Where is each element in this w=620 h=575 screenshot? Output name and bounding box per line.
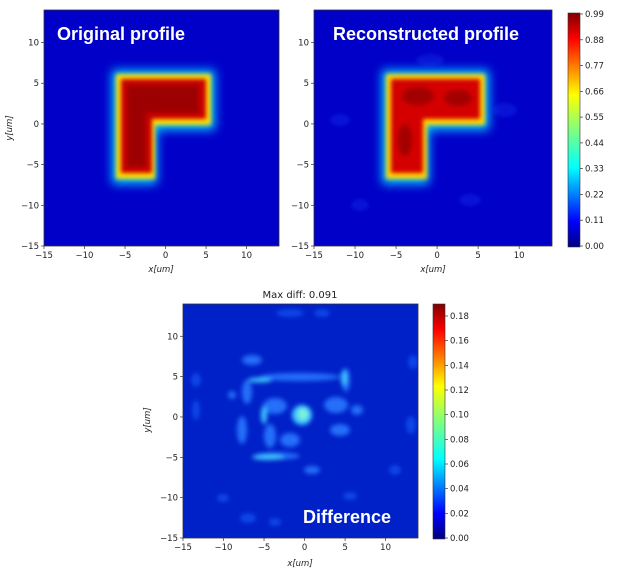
reconstructed-xlabel: x[um] — [419, 265, 445, 275]
difference-ytick-label: −10 — [160, 494, 178, 504]
original-title: Original profile — [57, 24, 185, 44]
bottom-colorbar-tick-label: 0.08 — [450, 435, 469, 445]
reconstructed-profile-panel: Reconstructed profile x[um] −15 −10 −5 0 5 10… — [291, 9, 553, 275]
top-colorbar-tick-label: 0.00 — [585, 242, 604, 252]
reconstructed-title: Reconstructed profile — [333, 24, 519, 44]
bottom-colorbar-tick-label: 0.04 — [450, 485, 469, 495]
bottom-colorbar: 0.18 0.16 0.14 0.12 0.10 0.08 0.06 0.04 0.02 0.00 — [432, 303, 469, 544]
difference-ticks: −15 −10 −5 0 5 10 −15 −10 −5 0 5 10 — [160, 332, 391, 553]
difference-xtick-label: 5 — [342, 543, 347, 553]
top-colorbar-tick-label: 0.11 — [585, 216, 604, 226]
difference-heatmap — [183, 304, 418, 538]
reconstructed-ytick-label: −15 — [291, 242, 309, 252]
bottom-colorbar-ticks: 0.18 0.16 0.14 0.12 0.10 0.08 0.06 0.04 0.02 0.00 — [445, 312, 469, 544]
reconstructed-core-dark — [398, 87, 472, 156]
bottom-colorbar-tick-label: 0.18 — [450, 312, 469, 322]
reconstructed-ytick-label: 5 — [304, 79, 309, 89]
difference-xtick-label: 10 — [380, 543, 391, 553]
difference-xtick-label: 0 — [302, 543, 307, 553]
difference-xtick-label: −15 — [174, 543, 192, 553]
difference-ytick-label: 10 — [167, 332, 178, 342]
reconstructed-xtick-label: 5 — [475, 251, 480, 261]
reconstructed-ytick-label: 0 — [304, 120, 309, 130]
difference-xlabel: x[um] — [286, 559, 312, 569]
reconstructed-ytick-label: 10 — [298, 39, 309, 49]
original-ytick-label: 10 — [28, 39, 39, 49]
top-colorbar-tick-label: 0.99 — [585, 10, 604, 20]
reconstructed-heatmap — [314, 10, 552, 246]
original-xtick-label: −5 — [119, 251, 132, 261]
bottom-colorbar-tick-label: 0.00 — [450, 534, 469, 544]
top-colorbar: 0.99 0.88 0.77 0.66 0.55 0.44 0.33 0.22 0.11 0.00 — [567, 10, 604, 252]
difference-ytick-label: 0 — [173, 413, 178, 423]
top-colorbar-tick-label: 0.77 — [585, 62, 604, 72]
top-colorbar-tick-label: 0.88 — [585, 36, 604, 46]
original-xlabel: x[um] — [147, 265, 173, 275]
difference-patches — [191, 309, 418, 526]
bottom-colorbar-tick-label: 0.14 — [450, 361, 469, 371]
bottom-colorbar-tick-label: 0.02 — [450, 509, 469, 519]
difference-frame — [182, 303, 419, 539]
original-xtick-label: 5 — [203, 251, 208, 261]
top-colorbar-ticks: 0.99 0.88 0.77 0.66 0.55 0.44 0.33 0.22 0.11 0.00 — [580, 10, 604, 252]
difference-title: Difference — [303, 507, 391, 527]
reconstructed-xtick-label: 0 — [434, 251, 439, 261]
original-profile-panel: Original profile x[um] y[um] −15 −10 −5 0 5 1… — [5, 9, 280, 275]
difference-max-diff: Max diff: 0.091 — [262, 290, 337, 301]
bottom-colorbar-tick-label: 0.12 — [450, 386, 469, 396]
original-xtick-label: −15 — [35, 251, 53, 261]
original-ytick-label: −15 — [21, 242, 39, 252]
difference-ytick-label: 5 — [173, 373, 178, 383]
reconstructed-xtick-label: −10 — [346, 251, 364, 261]
reconstructed-xtick-label: −15 — [305, 251, 323, 261]
original-heatmap — [44, 10, 279, 246]
original-ytick-label: 0 — [34, 120, 39, 130]
top-colorbar-tick-label: 0.44 — [585, 139, 604, 149]
top-colorbar-tick-label: 0.33 — [585, 165, 604, 175]
reconstructed-noise — [330, 54, 517, 211]
original-xtick-label: −10 — [76, 251, 94, 261]
difference-xtick-label: −10 — [215, 543, 233, 553]
original-ytick-label: −5 — [26, 161, 39, 171]
bottom-colorbar-gradient — [432, 303, 446, 540]
reconstructed-ticks: −15 −10 −5 0 5 10 −15 −10 −5 0 5 10 — [291, 39, 525, 261]
top-colorbar-gradient — [567, 12, 581, 248]
difference-panel: Max diff: 0.091 — [143, 290, 419, 569]
original-ytick-label: −10 — [21, 201, 39, 211]
original-xtick-label: 10 — [241, 251, 252, 261]
bottom-colorbar-tick-label: 0.16 — [450, 337, 469, 347]
original-ticks: −15 −10 −5 0 5 10 −15 −10 −5 0 5 10 — [21, 39, 252, 261]
original-core-dark — [127, 85, 199, 167]
bottom-colorbar-tick-label: 0.10 — [450, 411, 469, 421]
reconstructed-xtick-label: −5 — [390, 251, 403, 261]
original-ylabel: y[um] — [5, 115, 15, 141]
difference-ytick-label: −5 — [165, 453, 178, 463]
reconstructed-ytick-label: −10 — [291, 201, 309, 211]
original-frame — [43, 9, 280, 247]
reconstructed-ytick-label: −5 — [296, 161, 309, 171]
top-colorbar-tick-label: 0.66 — [585, 87, 604, 97]
original-ytick-label: 5 — [34, 79, 39, 89]
difference-ytick-label: −15 — [160, 534, 178, 544]
bottom-colorbar-tick-label: 0.06 — [450, 460, 469, 470]
difference-ylabel: y[um] — [143, 407, 153, 433]
difference-xtick-label: −5 — [258, 543, 271, 553]
top-colorbar-tick-label: 0.22 — [585, 190, 604, 200]
top-colorbar-tick-label: 0.55 — [585, 113, 604, 123]
reconstructed-xtick-label: 10 — [514, 251, 525, 261]
reconstructed-frame — [313, 9, 553, 247]
original-xtick-label: 0 — [163, 251, 168, 261]
